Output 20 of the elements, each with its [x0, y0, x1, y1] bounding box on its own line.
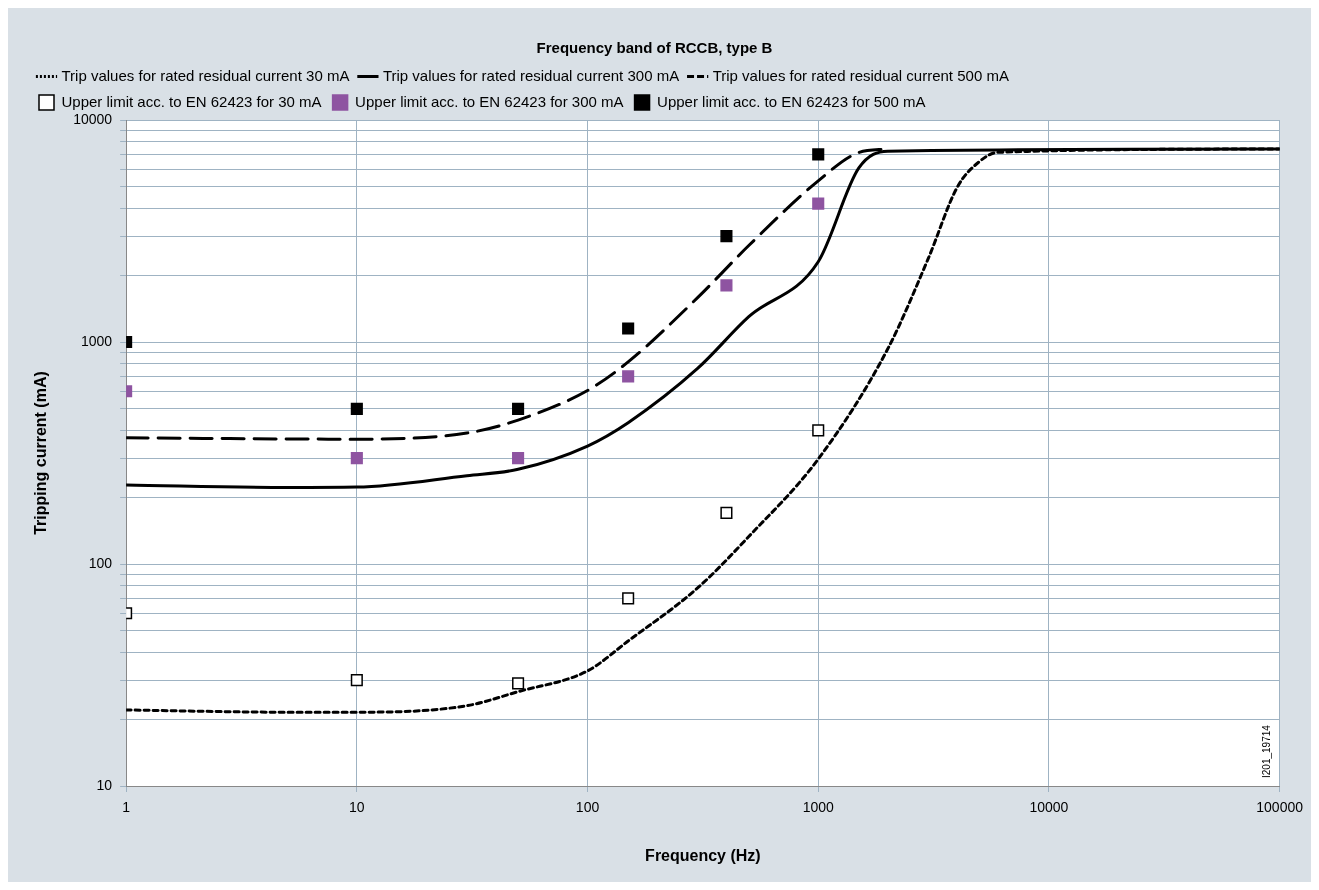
y-tick-label: 10000 — [73, 110, 113, 127]
legend-label: Trip values for rated residual current 500 mA — [712, 66, 1009, 84]
x-tick-label: 10000 — [1029, 799, 1069, 816]
y-axis-title: Tripping current (mA) — [32, 371, 50, 535]
x-tick-label: 100 — [575, 799, 600, 816]
y-tick-label: 10 — [96, 776, 113, 793]
legend-label: Trip values for rated residual current 300 mA — [382, 66, 680, 84]
x-tick-label: 1 — [122, 799, 131, 816]
legend-label: Upper limit acc. to EN 62423 for 30 mA — [61, 92, 322, 110]
x-tick-label: 100000 — [1256, 799, 1304, 816]
y-tick-label: 100 — [88, 554, 113, 571]
annotation: I201_19714 — [1261, 724, 1273, 778]
legend-label: Upper limit acc. to EN 62423 for 300 mA — [355, 92, 624, 110]
x-tick-label: 1000 — [802, 799, 835, 816]
legend-label: Upper limit acc. to EN 62423 for 500 mA — [657, 92, 926, 110]
chart-title: Frequency band of RCCB, type B — [536, 39, 773, 57]
legend-label: Trip values for rated residual current 30 mA — [61, 66, 350, 84]
y-tick-label: 1000 — [80, 332, 113, 349]
x-tick-label: 10 — [349, 799, 365, 816]
x-axis-title: Frequency (Hz) — [645, 846, 761, 864]
